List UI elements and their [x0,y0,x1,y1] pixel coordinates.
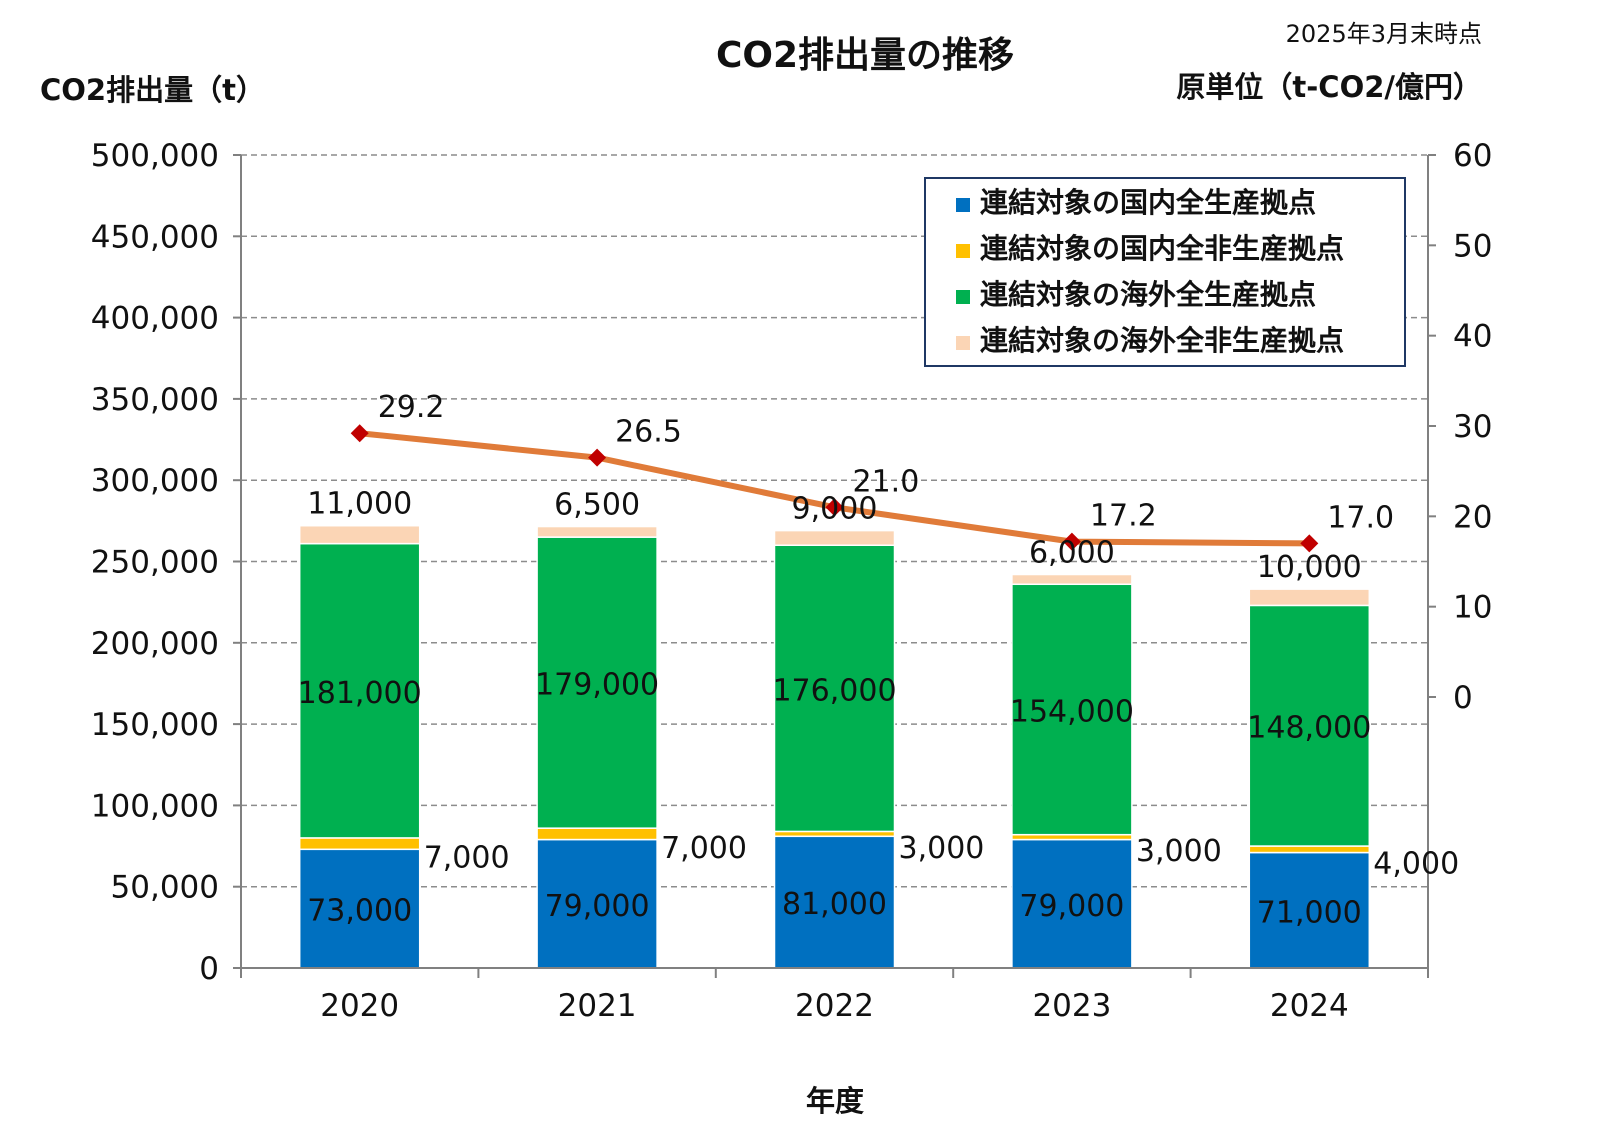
x-category-label: 2023 [1032,988,1111,1024]
legend-entry-label: 連結対象の海外全生産拠点 [980,278,1316,311]
overseas-nonproduction-segment-label: 6,500 [554,488,640,523]
overseas-production-segment-label: 154,000 [1010,694,1134,729]
x-category-label: 2021 [558,988,637,1024]
legend-entry-label: 連結対象の国内全生産拠点 [980,186,1316,219]
legend: 連結対象の国内全生産拠点連結対象の国内全非生産拠点連結対象の海外全生産拠点連結対… [924,177,1406,367]
intensity-point-label: 26.5 [615,415,682,450]
y-tick-label: 500,000 [91,138,219,174]
tick-labels: 0 50,000 100,000 150,000 200,000 250,000 300,0… [91,138,1493,1024]
overseas-nonproduction-segment-bar [536,525,658,538]
domestic-production-segment-label: 79,000 [545,889,650,924]
axes [240,155,1429,969]
intensity-point-marker [825,498,844,517]
overseas-nonproduction-segment-bar [298,524,421,545]
overseas-nonproduction-segment-label: 9,000 [792,492,878,527]
y-tick-label: 250,000 [91,545,219,581]
intensity-point-marker [588,448,607,467]
domestic-nonproduction-segment-label: 3,000 [1136,834,1222,869]
intensity-point-label: 21.0 [853,464,920,499]
overseas-nonproduction-segment-bar [1248,588,1371,607]
overseas-production-segment-label: 176,000 [772,673,896,708]
intensity-point-label: 17.0 [1327,500,1394,535]
overseas-nonproduction-segment-label: 11,000 [307,487,412,522]
y2-tick-label: 0 [1453,680,1473,716]
legend-swatch [956,244,970,258]
legend-box [924,177,1406,367]
y2-tick-label: 30 [1453,409,1492,445]
domestic-production-segment-label: 73,000 [307,894,412,929]
y2-axis-title: 原単位（t-CO2/億円） [1176,70,1482,104]
overseas-nonproduction-segment-bar [1011,573,1133,586]
domestic-nonproduction-segment-label: 4,000 [1373,846,1459,881]
intensity-point-marker [1300,534,1319,553]
stacked-bars [298,524,1371,969]
y-axis-title: CO2排出量（t） [40,73,265,107]
y-tick-label: 0 [199,951,219,987]
intensity-line [350,424,1319,553]
overseas-production-segment-label: 181,000 [298,676,422,711]
domestic-nonproduction-segment-label: 7,000 [661,831,747,866]
legend-swatch [956,336,970,350]
y-tick-label: 400,000 [91,301,219,337]
overseas-production-segment-label: 148,000 [1247,711,1371,746]
overseas-nonproduction-segment-label: 6,000 [1029,536,1115,571]
y2-tick-label: 60 [1453,138,1492,174]
overseas-nonproduction-segment-label: 10,000 [1257,550,1362,585]
domestic-production-segment-bar [1248,851,1371,969]
domestic-nonproduction-segment-bar [298,837,421,851]
overseas-production-segment-bar [298,542,421,839]
domestic-nonproduction-segment-label: 7,000 [424,841,510,876]
overseas-production-segment-bar [1011,583,1133,836]
y2-tick-label: 50 [1453,228,1492,264]
domestic-nonproduction-segment-bar [1248,845,1371,854]
intensity-point-label: 29.2 [378,390,445,425]
domestic-production-segment-label: 71,000 [1257,895,1362,930]
y2-tick-label: 40 [1453,319,1492,355]
domestic-production-segment-bar [773,835,896,969]
overseas-production-segment-bar [1248,604,1371,847]
domestic-production-segment-bar [298,848,421,969]
as-of-note: 2025年3月末時点 [1286,20,1482,48]
intensity-point-marker [350,424,369,443]
y-tick-label: 50,000 [111,870,219,906]
y-tick-label: 200,000 [91,626,219,662]
y2-tick-label: 10 [1453,590,1492,626]
legend-swatch [956,198,970,212]
legend-entry-label: 連結対象の海外全非生産拠点 [980,324,1344,357]
x-category-label: 2024 [1270,988,1349,1024]
y-tick-label: 350,000 [91,382,219,418]
domestic-production-segment-label: 81,000 [782,887,887,922]
domestic-nonproduction-segment-bar [536,827,658,841]
y-tick-label: 300,000 [91,463,219,499]
intensity-point-label: 17.2 [1090,499,1157,534]
x-category-label: 2022 [795,988,874,1024]
legend-swatch [956,290,970,304]
x-category-label: 2020 [320,988,399,1024]
domestic-nonproduction-segment-label: 3,000 [899,831,985,866]
chart-title: CO2排出量の推移 [716,35,1014,76]
legend-entry-label: 連結対象の国内全非生産拠点 [980,232,1344,265]
overseas-production-segment-label: 179,000 [535,668,659,703]
y-tick-label: 450,000 [91,219,219,255]
intensity-line-path [356,430,1313,547]
y-tick-label: 150,000 [91,707,219,743]
y-tick-label: 100,000 [91,788,219,824]
y2-tick-label: 20 [1453,499,1492,535]
overseas-nonproduction-segment-bar [773,529,896,546]
overseas-production-segment-bar [773,544,896,833]
intensity-point-marker [1062,532,1081,551]
data-labels: 73,000 7,000 181,000 11,000 79,000 7,000 179,0… [298,390,1460,930]
x-axis-title: 年度 [806,1084,864,1118]
chart-text: CO2排出量の推移 2025年3月末時点 CO2排出量（t） 原単位（t-CO2… [40,20,1482,1118]
domestic-production-segment-label: 79,000 [1019,889,1124,924]
